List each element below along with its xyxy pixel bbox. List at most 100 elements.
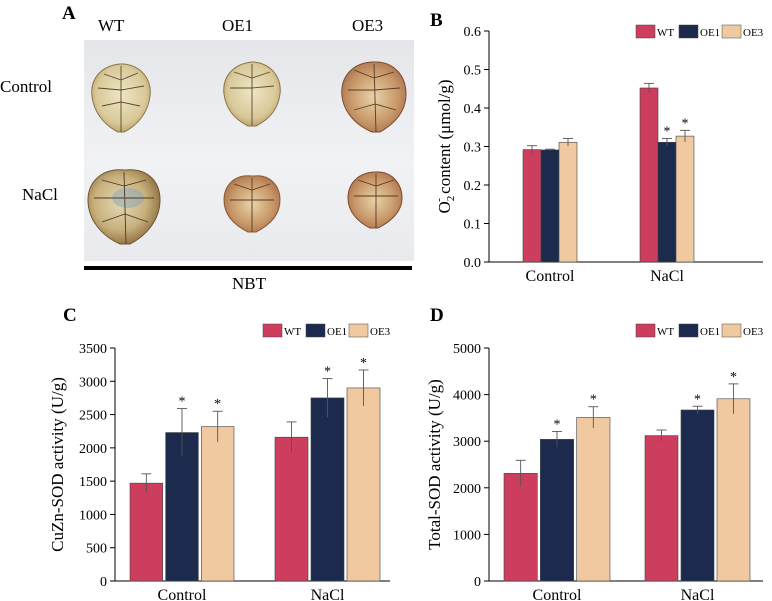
row-label-control: Control [0,77,52,96]
bar-wt-control [129,482,163,582]
legend-swatch-oe3 [721,323,742,338]
bar-oe1-nacl [680,409,715,582]
y-tick-label: 0.0 [464,256,482,271]
y-tick-label: 0 [474,575,481,590]
y-tick-label: 3000 [453,435,481,450]
y-tick-label: 2000 [453,482,481,497]
bar-wt-nacl [644,435,679,582]
error-bar-oe3-nacl [728,383,739,414]
x-tick-label-nacl: NaCl [681,587,715,601]
error-bar-wt-control [141,473,152,493]
column-label-oe3: OE3 [352,16,384,35]
leaf-nacl-oe1 [223,175,281,233]
leaf-photo-svg [87,61,407,245]
legend-swatch-oe1 [678,24,699,39]
leaf-nacl-wt [87,169,161,245]
chart-b: B 0.0 0.1 0.2 0.3 0.4 0.5 0.6 O2- content (μmol/… [430,10,764,285]
y-tick-label: 2500 [79,409,107,424]
legend-swatch-oe3 [721,24,742,39]
y-tick-label: 0.4 [464,102,482,117]
leaf-control-wt [91,63,151,133]
significance-marker: * [554,417,561,432]
error-bar-oe1-control [177,408,187,457]
legend-b: WT OE1 OE3 [635,24,764,39]
error-bar-oe1-nacl [692,405,703,414]
y-tick-label: 0.6 [464,25,482,40]
significance-marker: * [324,365,331,380]
error-bar-oe3-control [563,137,573,147]
significance-marker: * [682,116,689,131]
y-tick-label: 1000 [453,528,481,543]
significance-marker: * [730,370,737,385]
y-tick-label: 2000 [79,442,107,457]
leaf-nacl-oe3 [347,171,403,229]
legend-swatch-oe3 [348,323,369,338]
legend-swatch-oe1 [305,323,326,338]
legend-swatch-wt [262,323,283,338]
bar-oe3-nacl [675,135,695,263]
y-tick-label: 0.5 [464,64,482,79]
panel-letter-a: A [62,3,76,24]
panel-letter-d: D [430,305,444,326]
bar-oe1-control [540,439,574,582]
leaf-staining-photo [84,40,414,261]
bar-oe1-control [540,149,560,263]
row-label-nacl: NaCl [22,185,58,204]
error-bar-oe3-nacl [358,369,369,406]
legend-swatch-oe1 [678,323,699,338]
error-bar-oe3-control [588,406,599,429]
significance-marker: * [214,397,221,412]
y-tick-label: 3500 [79,342,107,357]
error-bar-oe1-control [545,148,555,151]
bar-oe3-control [201,426,235,582]
significance-marker: * [590,393,597,408]
y-tick-label: 0.3 [464,141,482,156]
error-bar-oe1-nacl [662,137,672,147]
legend-c: WT OE1 OE3 [262,323,391,338]
y-axis-label: CuZn-SOD activity (U/g) [48,377,67,552]
panel-letter-b: B [430,10,443,31]
significance-marker: * [179,395,186,410]
legend-label-wt: WT [657,27,674,39]
x-tick-label-control: Control [158,587,207,601]
error-bar-oe1-nacl [322,378,333,418]
bar-oe3-control [576,417,611,582]
legend-label-oe1: OE1 [700,326,720,338]
error-bar-oe3-control [212,410,223,442]
significance-marker: * [360,356,367,371]
chart-c: C 0 500 1000 1500 2000 2500 3000 3500 CuZn-SOD ac… [48,305,391,601]
nbt-label: NBT [232,274,266,293]
y-tick-label: 3000 [79,375,107,390]
error-bar-oe1-control [552,430,562,448]
leaf-control-oe3 [341,61,407,133]
bar-oe1-nacl [310,397,345,582]
legend-label-oe3: OE3 [743,326,764,338]
legend-swatch-wt [635,24,656,39]
y-axis-label: O2- content (μmol/g) [433,79,457,213]
x-tick-label-nacl: NaCl [311,587,345,601]
bar-wt-nacl [639,87,659,263]
error-bar-wt-nacl [656,429,667,442]
panel-letter-c: C [63,305,77,326]
y-tick-label: 1500 [79,475,107,490]
x-tick-label-control: Control [533,587,582,601]
bar-wt-control [503,473,538,582]
legend-label-oe1: OE1 [327,326,347,338]
significance-marker: * [694,392,701,407]
nbt-underline [84,266,412,270]
leaf-control-oe1 [223,61,281,127]
error-bar-wt-nacl [644,82,654,93]
legend-label-oe3: OE3 [743,27,764,39]
column-label-oe1: OE1 [222,16,254,35]
y-tick-label: 0 [100,575,107,590]
bar-oe3-nacl [716,398,751,582]
legend-label-wt: WT [657,326,674,338]
significance-marker: * [664,124,671,139]
bar-wt-control [522,149,542,263]
y-axis-label: Total-SOD activity (U/g) [425,379,444,550]
error-bar-oe3-nacl [680,129,690,142]
bar-wt-nacl [274,436,309,582]
column-label-wt: WT [98,16,125,35]
y-tick-label: 4000 [453,389,481,404]
